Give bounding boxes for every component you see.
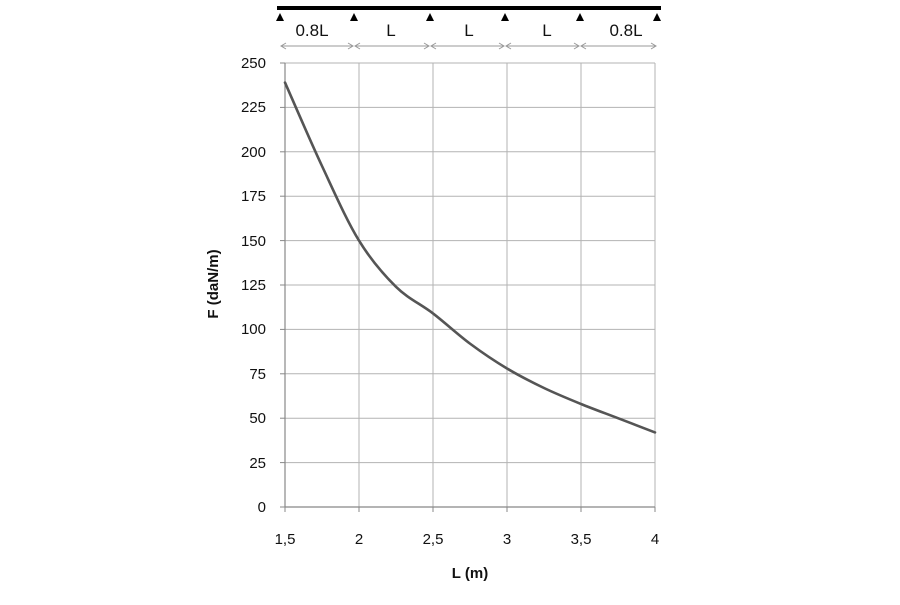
dimension-arrow xyxy=(498,42,505,50)
support-triangle xyxy=(501,13,509,21)
span-label-4: L xyxy=(542,21,551,40)
x-tick-label: 3 xyxy=(503,531,511,548)
support-triangle xyxy=(576,13,584,21)
x-axis-ticks: 1,5 2 2,5 3 3,5 4 xyxy=(275,531,660,548)
dimension-arrow xyxy=(354,42,361,50)
dimension-arrow xyxy=(505,42,512,50)
x-tick-label: 3,5 xyxy=(571,531,592,548)
y-tick-label: 225 xyxy=(241,99,266,116)
y-tick-label: 0 xyxy=(258,499,266,516)
x-tick-label: 4 xyxy=(651,531,659,548)
y-tick-label: 175 xyxy=(241,188,266,205)
dimension-arrow xyxy=(580,42,587,50)
x-axis-title: L (m) xyxy=(452,565,488,582)
span-label-1: 0.8L xyxy=(295,21,328,40)
dimension-arrow xyxy=(280,42,287,50)
y-axis-ticks: 0 25 50 75 100 125 150 175 200 225 250 xyxy=(241,55,266,516)
y-tick-label: 50 xyxy=(249,410,266,427)
y-tick-label: 125 xyxy=(241,277,266,294)
beam-diagram: 0.8L L L L 0.8L xyxy=(276,6,661,50)
support-triangle xyxy=(276,13,284,21)
span-label-2: L xyxy=(386,21,395,40)
series-lines xyxy=(283,81,657,434)
grid xyxy=(280,62,656,512)
y-tick-label: 250 xyxy=(241,55,266,72)
dimension-arrow xyxy=(347,42,354,50)
x-tick-label: 2,5 xyxy=(423,531,444,548)
series-line xyxy=(283,81,657,434)
span-label-5: 0.8L xyxy=(609,21,642,40)
y-tick-label: 75 xyxy=(249,366,266,383)
x-tick-label: 2 xyxy=(355,531,363,548)
y-tick-label: 200 xyxy=(241,144,266,161)
dimension-arrow xyxy=(430,42,437,50)
x-tick-label: 1,5 xyxy=(275,531,296,548)
dimension-arrow xyxy=(650,42,657,50)
y-tick-label: 25 xyxy=(249,455,266,472)
y-tick-label: 100 xyxy=(241,321,266,338)
y-axis-title: F (daN/m) xyxy=(205,249,222,318)
support-triangle xyxy=(426,13,434,21)
y-tick-label: 150 xyxy=(241,233,266,250)
support-triangle xyxy=(653,13,661,21)
span-label-3: L xyxy=(464,21,473,40)
dimension-arrow xyxy=(423,42,430,50)
support-triangle xyxy=(350,13,358,21)
dimension-arrow xyxy=(573,42,580,50)
